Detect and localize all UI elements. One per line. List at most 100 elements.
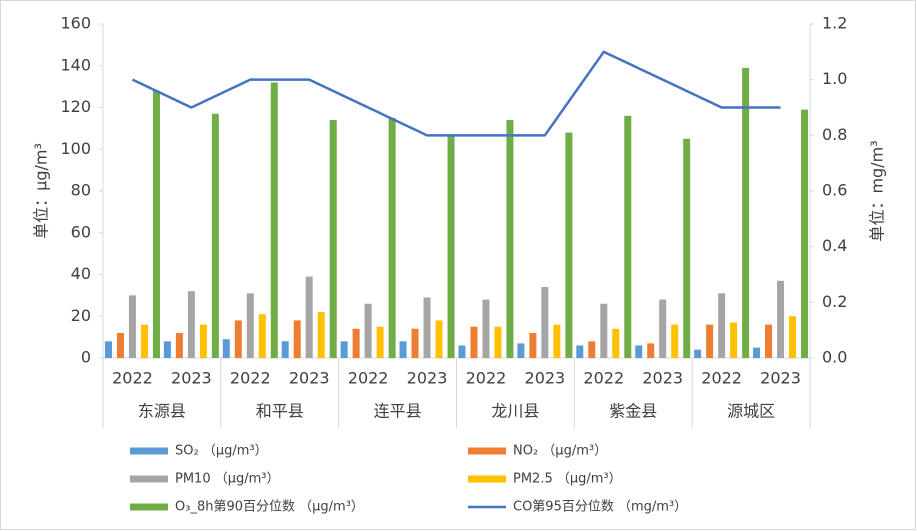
- y2-axis-label: 单位：mg/m³: [868, 140, 887, 241]
- legend-label: SO₂ （μg/m³）: [175, 444, 268, 459]
- bar: [116, 332, 124, 358]
- legend-swatch: [130, 447, 168, 455]
- group-label: 连平县: [374, 402, 422, 421]
- bar: [399, 341, 407, 358]
- bar: [234, 320, 242, 358]
- bar: [329, 120, 337, 359]
- legend-swatch: [468, 475, 506, 483]
- y-tick-label: 160: [60, 14, 91, 33]
- bar: [789, 316, 797, 358]
- y-tick-label: 60: [71, 222, 91, 241]
- bar: [588, 341, 596, 358]
- bar: [671, 324, 679, 358]
- y-tick-label: 120: [60, 97, 91, 116]
- y2-tick-label: 1.0: [822, 69, 847, 88]
- bar: [541, 287, 549, 358]
- bar: [624, 115, 632, 358]
- bar: [458, 345, 466, 358]
- y2-tick-label: 0.8: [822, 125, 847, 144]
- bar: [211, 113, 219, 358]
- group-label: 紫金县: [609, 402, 657, 421]
- group-label: 龙川县: [491, 402, 539, 421]
- y2-tick-label: 1.2: [822, 14, 847, 33]
- bar: [340, 341, 348, 358]
- bar: [506, 120, 514, 359]
- bar: [600, 303, 608, 358]
- bar: [175, 332, 183, 358]
- bar: [364, 303, 372, 358]
- bar: [104, 341, 112, 358]
- x-tick-label: 2022: [466, 369, 507, 388]
- bar: [659, 299, 667, 358]
- y-axis-label: 单位：μg/m³: [32, 143, 51, 239]
- bar: [411, 328, 419, 358]
- bar: [246, 293, 254, 358]
- bar: [152, 90, 160, 359]
- bar: [742, 67, 750, 359]
- legend-swatch: [130, 475, 168, 483]
- bar: [753, 347, 761, 358]
- y-tick-label: 40: [71, 264, 91, 283]
- bar: [777, 280, 785, 358]
- bar: [281, 341, 289, 358]
- bar: [482, 299, 490, 358]
- bar: [187, 291, 195, 358]
- bar: [706, 324, 714, 358]
- bar: [553, 324, 561, 358]
- bar: [470, 326, 478, 358]
- y2-tick-label: 0.0: [822, 348, 847, 367]
- bar: [730, 322, 738, 358]
- bar: [576, 345, 584, 358]
- group-label: 和平县: [256, 402, 304, 421]
- x-tick-label: 2022: [701, 369, 742, 388]
- bar: [140, 324, 148, 358]
- bar: [258, 314, 266, 358]
- bar: [447, 134, 455, 358]
- bar: [694, 349, 702, 358]
- x-tick-label: 2023: [760, 369, 801, 388]
- y-tick-label: 140: [60, 55, 91, 74]
- bar: [305, 276, 313, 358]
- bar: [128, 295, 136, 358]
- bar: [565, 132, 573, 358]
- y2-tick-label: 0.4: [822, 236, 847, 255]
- bar: [199, 324, 207, 358]
- x-tick-label: 2023: [642, 369, 683, 388]
- y-tick-label: 80: [71, 181, 91, 200]
- bar: [293, 320, 301, 358]
- bar: [222, 339, 230, 358]
- bar: [647, 343, 655, 358]
- bar: [494, 326, 502, 358]
- bar: [317, 312, 325, 358]
- y-tick-label: 0: [81, 348, 91, 367]
- bar: [388, 117, 396, 358]
- bar: [612, 328, 620, 358]
- x-tick-label: 2022: [583, 369, 624, 388]
- legend-label: NO₂ （μg/m³）: [513, 444, 607, 459]
- x-tick-label: 2023: [525, 369, 566, 388]
- legend-label: PM10 （μg/m³）: [175, 472, 280, 487]
- legend-label: O₃_8h第90百分位数 （μg/m³）: [175, 500, 364, 515]
- line: [131, 50, 781, 137]
- bar: [683, 138, 691, 358]
- x-tick-label: 2022: [230, 369, 271, 388]
- bar: [423, 297, 431, 358]
- y-tick-label: 20: [71, 306, 91, 325]
- x-tick-label: 2023: [407, 369, 448, 388]
- bar: [718, 293, 726, 358]
- x-tick-label: 2022: [112, 369, 153, 388]
- y-tick-label: 100: [60, 139, 91, 158]
- bar: [801, 109, 809, 359]
- group-label: 源城区: [727, 402, 775, 421]
- y2-tick-label: 0.6: [822, 181, 847, 200]
- legend-swatch: [130, 503, 168, 511]
- legend-label: PM2.5 （μg/m³）: [513, 472, 622, 487]
- legend-swatch: [468, 447, 506, 455]
- bar: [765, 324, 773, 358]
- bar: [529, 332, 537, 358]
- bar: [352, 328, 360, 358]
- bar: [376, 326, 384, 358]
- x-tick-label: 2022: [348, 369, 389, 388]
- x-tick-label: 2023: [289, 369, 330, 388]
